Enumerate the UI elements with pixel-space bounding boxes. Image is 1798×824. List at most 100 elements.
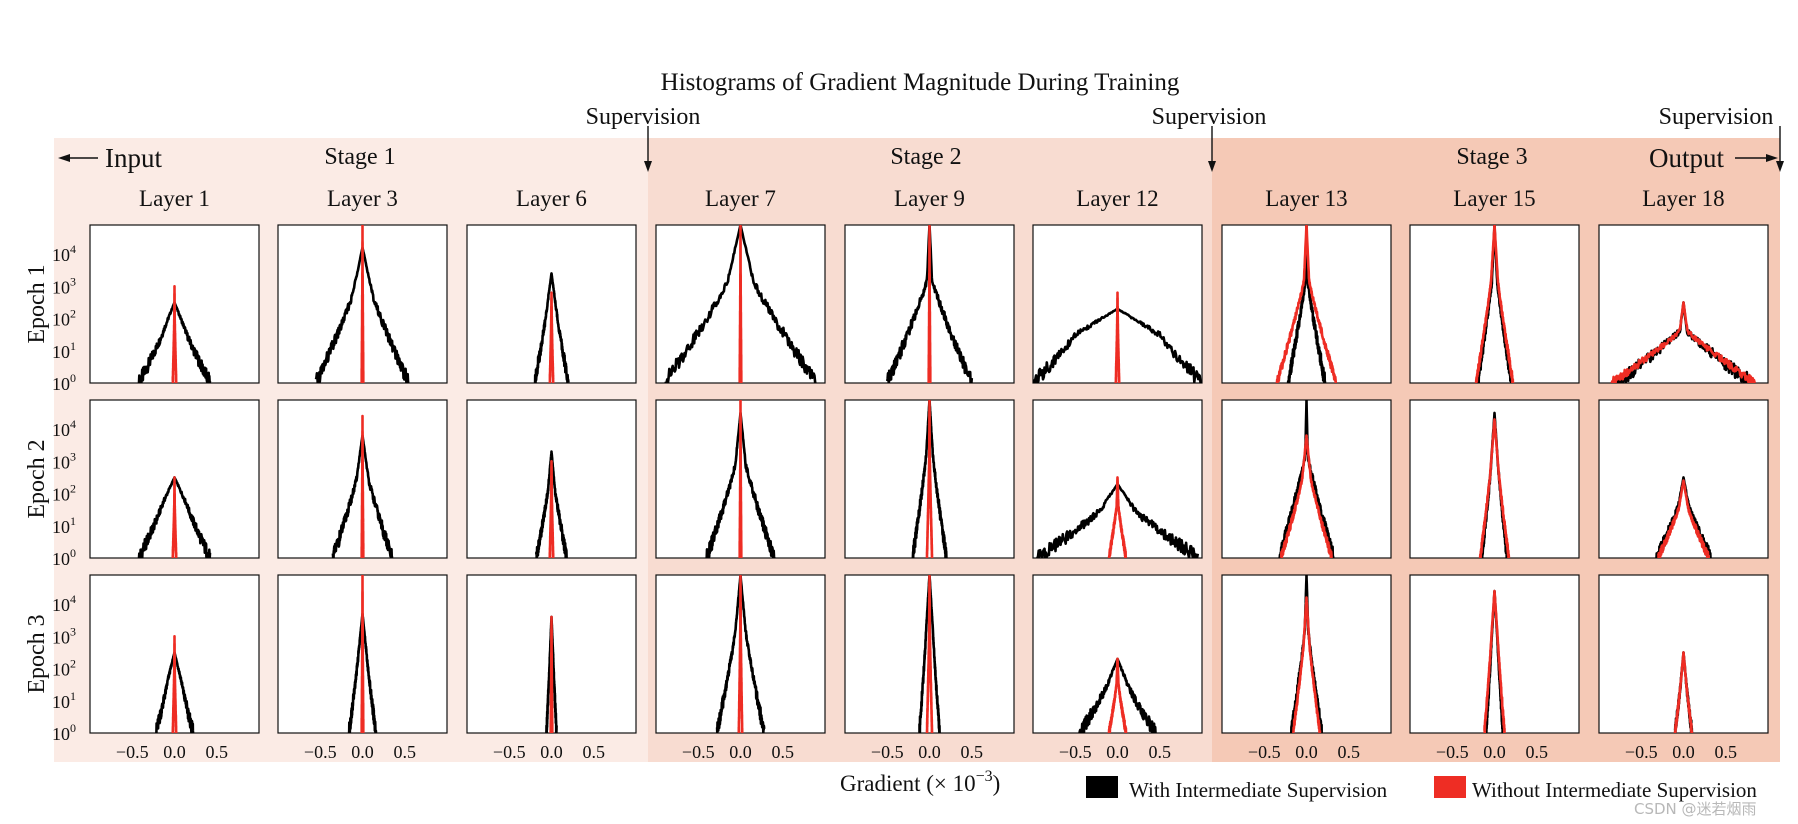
y-tick-label: 103 bbox=[52, 274, 76, 297]
panel-epoch-1-layer-15 bbox=[1409, 224, 1580, 384]
x-tick-label: 0.5 bbox=[1338, 742, 1361, 762]
x-tick-label: 0.0 bbox=[729, 742, 752, 762]
column-header-layer-13: Layer 13 bbox=[1265, 186, 1347, 211]
panel-epoch-3-layer-7 bbox=[655, 574, 826, 734]
panel-epoch-1-layer-1 bbox=[89, 224, 260, 384]
series-without-supervision bbox=[360, 225, 365, 383]
panel-epoch-2-layer-12 bbox=[1032, 399, 1203, 559]
output-label: Output bbox=[1649, 143, 1725, 173]
panel-epoch-2-layer-1 bbox=[89, 399, 260, 559]
panel-epoch-1-layer-6 bbox=[466, 224, 637, 384]
x-tick-label: 0.0 bbox=[540, 742, 563, 762]
x-tick-label: 0.0 bbox=[351, 742, 374, 762]
x-tick-label: −0.5 bbox=[116, 742, 149, 762]
x-tick-label: 0.0 bbox=[1295, 742, 1318, 762]
y-tick-label: 101 bbox=[52, 514, 76, 537]
series-without-supervision bbox=[1478, 418, 1511, 558]
y-tick-label: 103 bbox=[52, 624, 76, 647]
series-without-supervision bbox=[925, 400, 934, 558]
series-without-supervision bbox=[1107, 476, 1128, 558]
panel-epoch-2-layer-15 bbox=[1409, 399, 1580, 559]
panel-epoch-3-layer-15 bbox=[1409, 574, 1580, 734]
column-header-layer-7: Layer 7 bbox=[705, 186, 776, 211]
x-tick-label: 0.0 bbox=[1483, 742, 1506, 762]
y-tick-label: 100 bbox=[52, 721, 76, 744]
panel-epoch-2-layer-7 bbox=[655, 399, 826, 559]
y-tick-label: 104 bbox=[52, 242, 76, 265]
series-without-supervision bbox=[1673, 651, 1694, 733]
legend-swatch-without bbox=[1434, 776, 1466, 798]
series-without-supervision bbox=[360, 575, 365, 733]
y-tick-label: 101 bbox=[52, 339, 76, 362]
x-tick-label: 0.5 bbox=[961, 742, 984, 762]
series-without-supervision bbox=[927, 225, 932, 383]
legend: With Intermediate Supervision Without In… bbox=[1086, 776, 1757, 802]
x-tick-label: 0.5 bbox=[583, 742, 606, 762]
series-with-supervision bbox=[886, 225, 974, 383]
panel-epoch-1-layer-3 bbox=[277, 224, 448, 384]
panel-epoch-1-layer-9 bbox=[844, 224, 1015, 384]
panel-epoch-3-layer-12 bbox=[1032, 574, 1203, 734]
panel-epoch-1-layer-12 bbox=[1032, 224, 1203, 384]
x-tick-label: 0.5 bbox=[772, 742, 795, 762]
x-tick-label: −0.5 bbox=[304, 742, 337, 762]
stage-label-2: Stage 2 bbox=[890, 144, 961, 170]
x-tick-label: −0.5 bbox=[1248, 742, 1281, 762]
x-tick-label: 0.5 bbox=[1715, 742, 1738, 762]
y-tick-label: 104 bbox=[52, 592, 76, 615]
epoch-labels: Epoch 1 Epoch 2 Epoch 3 bbox=[24, 264, 50, 693]
legend-label-without: Without Intermediate Supervision bbox=[1472, 778, 1757, 802]
panel-epoch-2-layer-13 bbox=[1221, 399, 1392, 559]
panel-epoch-2-layer-18 bbox=[1598, 399, 1769, 559]
row-label-epoch-3: Epoch 3 bbox=[24, 614, 50, 693]
series-without-supervision bbox=[1610, 301, 1756, 383]
series-with-supervision bbox=[533, 272, 570, 383]
supervision-arrow-2 bbox=[1208, 126, 1216, 172]
x-tick-label: −0.5 bbox=[493, 742, 526, 762]
series-without-supervision bbox=[738, 400, 743, 558]
x-tick-label: 0.0 bbox=[1672, 742, 1695, 762]
series-without-supervision bbox=[925, 575, 934, 733]
column-header-layer-15: Layer 15 bbox=[1453, 186, 1535, 211]
series-without-supervision bbox=[360, 414, 365, 558]
y-tick-label: 101 bbox=[52, 689, 76, 712]
series-without-supervision bbox=[1114, 291, 1121, 383]
y-tick-label: 102 bbox=[52, 307, 76, 330]
supervision-label-2: Supervision bbox=[1152, 104, 1267, 130]
x-tick-label: 0.5 bbox=[1526, 742, 1549, 762]
stage-label-1: Stage 1 bbox=[324, 144, 395, 170]
row-label-epoch-1: Epoch 1 bbox=[24, 264, 50, 343]
column-header-layer-18: Layer 18 bbox=[1642, 186, 1724, 211]
supervision-label-3: Supervision bbox=[1659, 104, 1774, 130]
column-header-layer-1: Layer 1 bbox=[139, 186, 210, 211]
row-label-epoch-2: Epoch 2 bbox=[24, 439, 50, 518]
panel-epoch-2-layer-9 bbox=[844, 399, 1015, 559]
panel-epoch-3-layer-3 bbox=[277, 574, 448, 734]
histogram-panels bbox=[89, 224, 1769, 734]
series-without-supervision bbox=[1279, 434, 1333, 558]
panel-epoch-3-layer-13 bbox=[1221, 574, 1392, 734]
series-without-supervision bbox=[171, 476, 178, 558]
series-with-supervision bbox=[663, 225, 818, 383]
figure-title: Histograms of Gradient Magnitude During … bbox=[661, 69, 1180, 96]
series-without-supervision bbox=[1657, 479, 1711, 558]
panel-frame bbox=[1032, 574, 1203, 734]
panel-epoch-1-layer-7 bbox=[655, 224, 826, 384]
series-with-supervision bbox=[911, 400, 948, 558]
series-without-supervision bbox=[548, 291, 555, 383]
input-arrow-icon bbox=[58, 154, 98, 162]
output-arrow-icon bbox=[1735, 154, 1778, 162]
panel-epoch-1-layer-13 bbox=[1221, 224, 1392, 384]
series-without-supervision bbox=[171, 635, 178, 733]
series-without-supervision bbox=[737, 575, 744, 733]
y-tick-labels: 100 101 102 103 104 100 101 102 103 104 100 101 102 1… bbox=[52, 242, 76, 744]
x-tick-label: −0.5 bbox=[1625, 742, 1658, 762]
x-axis-label: Gradient (× 10−3) bbox=[840, 768, 1000, 796]
y-tick-label: 100 bbox=[52, 371, 76, 394]
input-label: Input bbox=[105, 143, 162, 173]
x-tick-label: −0.5 bbox=[871, 742, 904, 762]
series-with-supervision bbox=[535, 450, 568, 558]
legend-label-with: With Intermediate Supervision bbox=[1129, 778, 1388, 802]
series-with-supervision bbox=[918, 575, 941, 733]
